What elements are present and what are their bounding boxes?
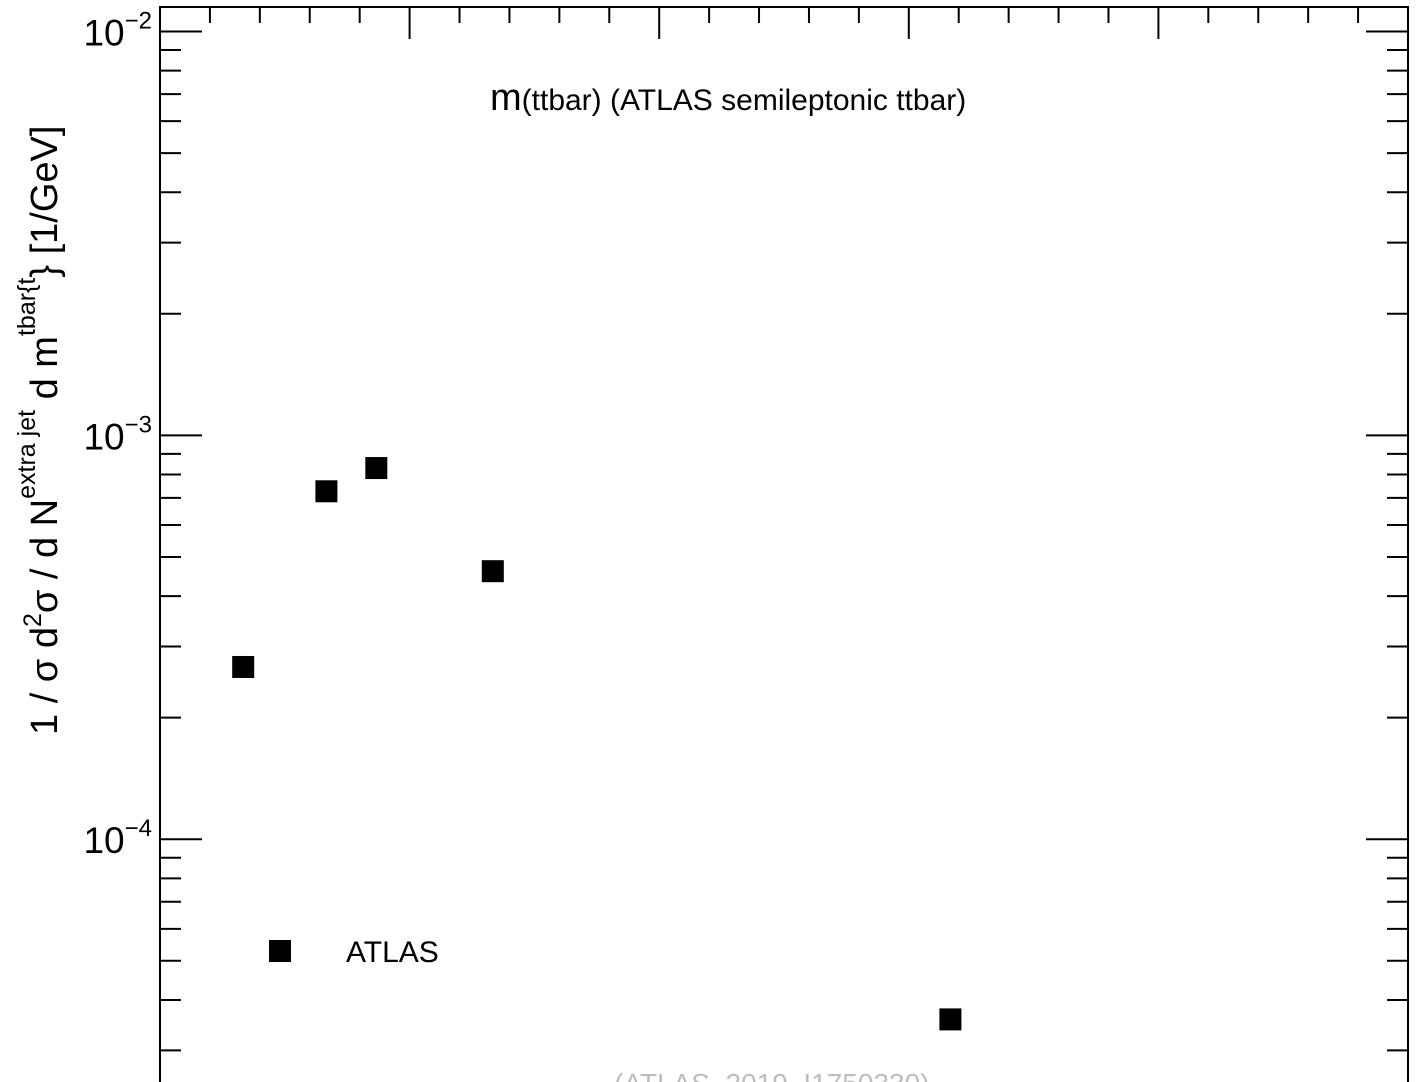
y-axis-tick-labels: 10−210−310−4 <box>83 8 152 862</box>
y-tick-exponent: −4 <box>125 815 152 842</box>
footer-reference: (ATLAS_2019_I1750330) <box>614 1068 930 1082</box>
ylabel-part4: } [1/GeV] <box>24 126 66 278</box>
legend-marker <box>269 940 291 962</box>
plot-frame <box>159 6 1409 1082</box>
data-point <box>232 655 255 678</box>
title-prefix: m <box>490 77 522 119</box>
y-tick-base: 10 <box>83 416 124 457</box>
y-tick-label: 10−2 <box>83 8 152 54</box>
y-tick-exponent: −2 <box>125 8 152 35</box>
data-point <box>315 480 338 503</box>
ylabel-sup3: tbar{t <box>13 278 41 336</box>
title-rest: (ttbar) (ATLAS semileptonic ttbar) <box>522 84 967 117</box>
ylabel-sup2: extra jet <box>13 410 41 499</box>
ylabel-part2: σ / d N <box>24 499 66 613</box>
axes-box <box>159 6 1409 1082</box>
data-point <box>939 1008 962 1031</box>
legend-label: ATLAS <box>346 936 439 969</box>
ylabel-part3: d m <box>24 336 66 410</box>
ylabel-sup1: 2 <box>19 613 47 627</box>
x-axis-ticks <box>208 7 1360 39</box>
y-tick-label: 10−4 <box>83 815 152 861</box>
ylabel-part1: 1 / σ d <box>24 627 66 735</box>
data-points <box>232 457 962 1031</box>
y-tick-base: 10 <box>83 13 124 54</box>
y-tick-label: 10−3 <box>83 411 152 457</box>
y-axis-label: 1 / σ d2σ / d Nextra jet d mtbar{t} [1/G… <box>13 126 66 735</box>
y-axis-ticks <box>160 30 1408 1052</box>
y-tick-exponent: −3 <box>125 411 152 438</box>
chart-title: m(ttbar) (ATLAS semileptonic ttbar) <box>490 77 966 119</box>
legend: ATLAS <box>269 936 439 969</box>
data-point <box>365 457 388 480</box>
data-point <box>481 560 504 583</box>
y-tick-base: 10 <box>83 820 124 861</box>
